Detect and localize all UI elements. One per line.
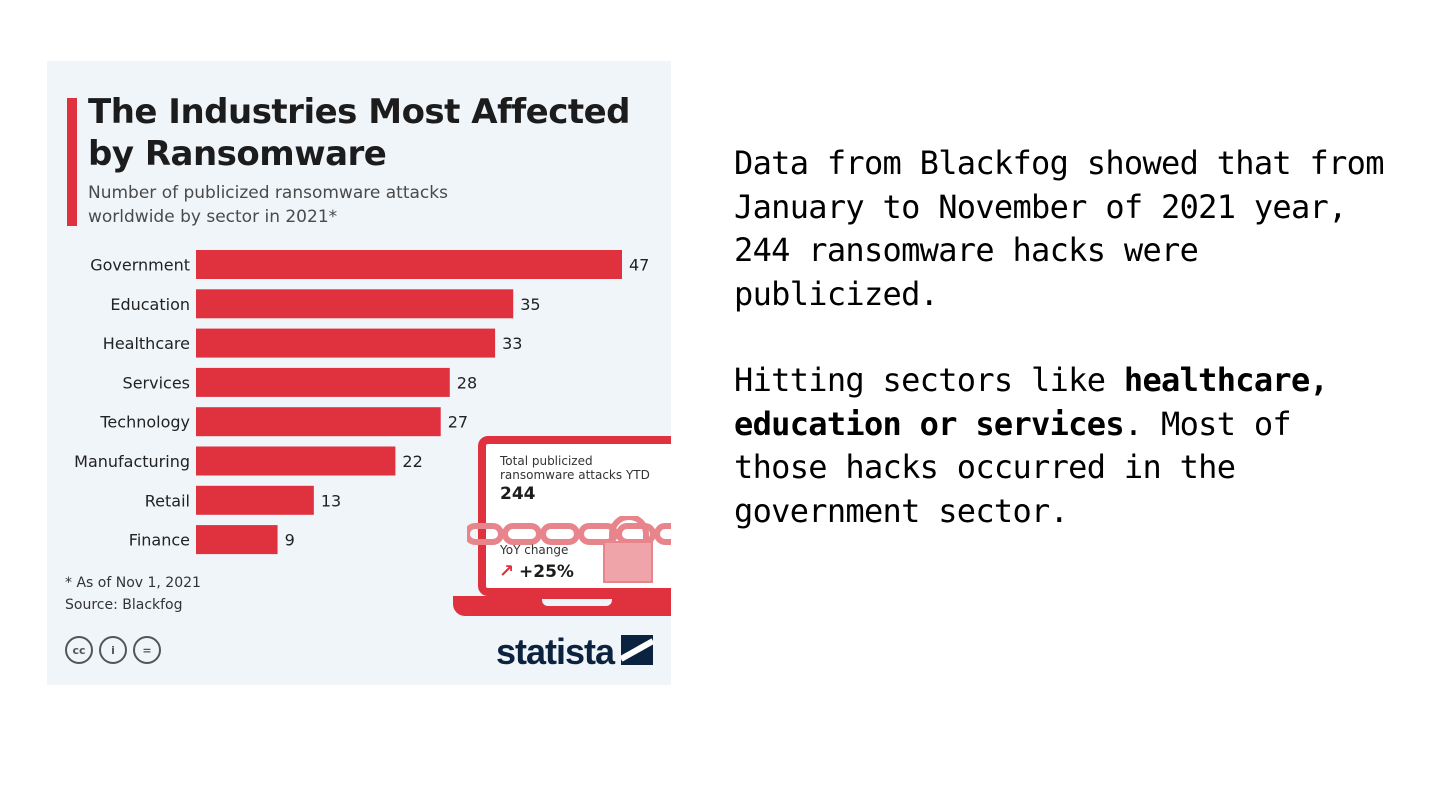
chart-subtitle: Number of publicized ransomware attacks … <box>88 183 448 227</box>
statista-logo-icon <box>621 635 653 665</box>
bar-chart: Government 47 Education 35 Healthcare 33 Servi… <box>74 250 649 555</box>
category-label: Manufacturing <box>74 452 190 471</box>
value-label: 33 <box>502 334 522 353</box>
ytd-value: 244 <box>500 484 536 504</box>
infographic: The Industries Most Affected by Ransomwa… <box>47 61 671 685</box>
source-note: Source: Blackfog <box>65 597 183 613</box>
title-accent-bar <box>67 98 77 226</box>
footnote: * As of Nov 1, 2021 <box>65 575 201 591</box>
text-paragraph-2: Hitting sectors like healthcare, educati… <box>734 361 1329 530</box>
bar <box>196 250 622 279</box>
bar <box>196 328 496 358</box>
bar <box>196 485 314 515</box>
padlock-body <box>603 541 653 583</box>
chart-title: The Industries Most Affected by Ransomwa… <box>88 92 631 174</box>
trend-up-arrow-icon: ↗ <box>499 561 515 582</box>
text-panel: Data from Blackfog showed that from Janu… <box>734 142 1394 576</box>
yoy-value: +25% <box>519 562 574 582</box>
bar <box>196 446 396 476</box>
value-label: 27 <box>448 413 468 432</box>
attribution-icon: i <box>99 636 127 664</box>
category-label: Healthcare <box>103 334 190 353</box>
text-paragraph-1: Data from Blackfog showed that from Janu… <box>734 144 1385 313</box>
laptop-notch <box>542 599 612 606</box>
creative-commons-icon: cc <box>65 636 93 664</box>
category-label: Technology <box>99 413 190 432</box>
laptop-base <box>453 596 671 616</box>
bar <box>196 289 514 319</box>
bar <box>196 407 441 437</box>
category-label: Retail <box>145 491 190 510</box>
bar <box>196 525 278 555</box>
statista-logo: statista <box>496 631 615 672</box>
license-icons: cc i = <box>65 636 161 664</box>
bar <box>196 367 450 397</box>
value-label: 35 <box>520 295 540 314</box>
category-label: Finance <box>129 531 190 550</box>
value-label: 47 <box>629 256 649 275</box>
value-label: 13 <box>321 491 341 510</box>
category-label: Government <box>90 256 190 275</box>
ytd-label: Total publicized ransomware attacks YTD <box>500 454 650 482</box>
highlighted-sectors: healthcare, education or services <box>734 361 1329 443</box>
category-label: Services <box>123 373 190 392</box>
value-label: 9 <box>285 531 295 550</box>
value-label: 22 <box>402 452 422 471</box>
category-label: Education <box>110 295 190 314</box>
yoy-label: YoY change <box>500 543 569 557</box>
value-label: 28 <box>457 373 477 392</box>
chain-lock-icon <box>467 516 671 548</box>
no-derivatives-icon: = <box>133 636 161 664</box>
